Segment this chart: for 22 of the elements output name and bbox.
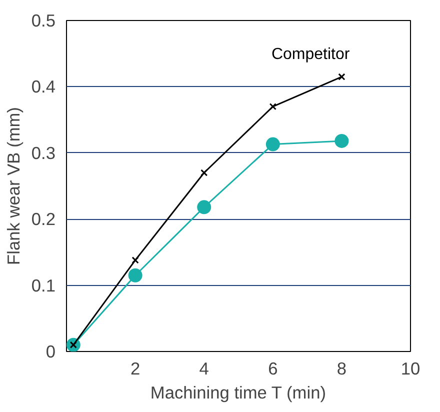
x-tick-label: 10 <box>400 358 420 378</box>
y-axis-title: Flank wear VB (mm) <box>3 107 24 265</box>
y-tick-label: 0.4 <box>31 76 56 97</box>
point <box>132 256 139 264</box>
point <box>334 134 349 148</box>
y-tick-label: 0.1 <box>31 275 56 296</box>
y-tick-label: 0 <box>46 342 56 362</box>
y-tick-label: 0.5 <box>31 10 56 30</box>
x-axis-title: Machining time T (min) <box>150 382 326 402</box>
series-label: Competitor <box>271 46 350 63</box>
point <box>338 73 346 80</box>
point <box>128 268 142 282</box>
point <box>200 169 208 176</box>
x-tick-label: 6 <box>268 358 278 378</box>
point <box>197 200 212 214</box>
point <box>269 102 276 110</box>
point <box>266 137 280 152</box>
x-tick-label: 4 <box>199 358 210 378</box>
y-tick-label: 0.2 <box>31 209 56 230</box>
x-tick-label: 8 <box>336 358 347 378</box>
x-tick-label: 2 <box>130 358 140 378</box>
y-tick-label: 0.3 <box>31 142 56 163</box>
